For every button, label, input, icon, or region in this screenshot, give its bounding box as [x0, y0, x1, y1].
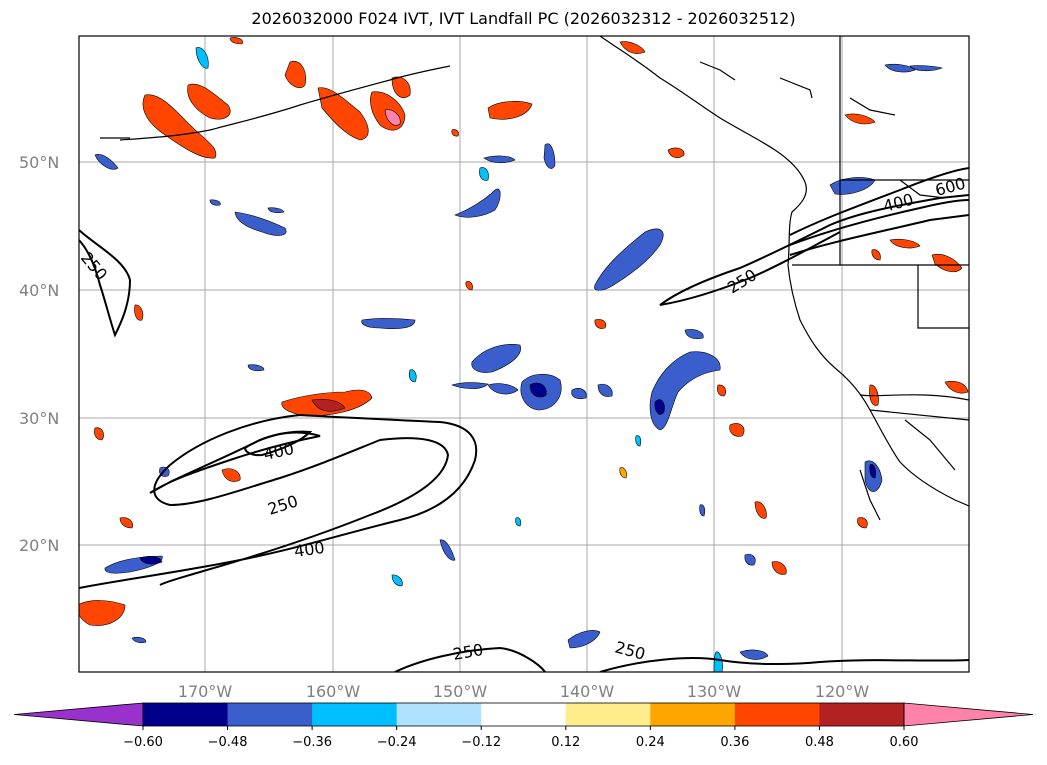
colorbar-segment — [481, 703, 567, 726]
colorbar-tick-label: 0.48 — [805, 735, 834, 750]
colorbar-segment — [819, 703, 905, 726]
colorbar-segment — [734, 703, 820, 726]
lon-label: 120°W — [815, 682, 870, 701]
colorbar-segment — [396, 703, 482, 726]
colorbar-segment — [143, 703, 229, 726]
positive-anomalies — [79, 37, 969, 626]
colorbar-tick-label: −0.24 — [377, 735, 417, 750]
colorbar-tick-label: 0.36 — [720, 735, 749, 750]
colorbar-tick-label: 0.24 — [636, 735, 665, 750]
map-background — [79, 36, 969, 672]
colorbar-extend-high — [903, 702, 1034, 727]
contour-label: 400 — [293, 538, 326, 561]
map-title: 2026032000 F024 IVT, IVT Landfall PC (20… — [251, 9, 796, 28]
lat-label: 50°N — [19, 153, 59, 172]
lon-label: 150°W — [433, 682, 488, 701]
colorbar-segment — [312, 703, 398, 726]
colorbar-extend-low — [13, 702, 144, 727]
colorbar-tick-label: −0.12 — [461, 735, 501, 750]
lat-label: 30°N — [19, 409, 59, 428]
colorbar: −0.60 −0.48 −0.36 −0.24 −0.12 0.12 0.24 0.36 0.4… — [13, 702, 1034, 750]
coastlines — [100, 36, 969, 521]
longitude-labels: 170°W 160°W 150°W 140°W 130°W 120°W — [178, 682, 870, 701]
lon-label: 160°W — [306, 682, 361, 701]
colorbar-segment — [650, 703, 736, 726]
latitude-labels: 50°N 40°N 30°N 20°N — [19, 153, 59, 555]
colorbar-tick-label: 0.60 — [890, 735, 919, 750]
lon-label: 140°W — [560, 682, 615, 701]
colorbar-frame — [142, 702, 905, 727]
lat-label: 20°N — [19, 536, 59, 555]
lon-label: 170°W — [178, 682, 233, 701]
lon-label: 130°W — [687, 682, 742, 701]
negative-anomalies — [94, 47, 943, 672]
colorbar-tick-label: 0.12 — [551, 735, 580, 750]
colorbar-segment — [565, 703, 651, 726]
colorbar-tick-label: −0.36 — [292, 735, 332, 750]
colorbar-segment — [227, 703, 313, 726]
colorbar-tick-label: −0.60 — [123, 735, 163, 750]
colorbar-tick-label: −0.48 — [208, 735, 248, 750]
ivt-contours — [79, 167, 969, 672]
lat-label: 40°N — [19, 281, 59, 300]
map-frame — [78, 35, 970, 673]
gridlines — [79, 36, 969, 672]
